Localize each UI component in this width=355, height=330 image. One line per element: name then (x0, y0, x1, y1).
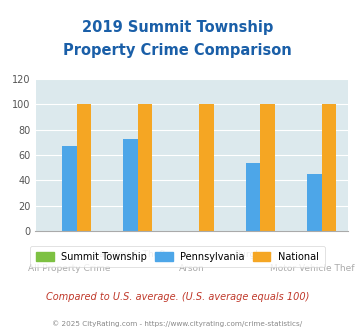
Bar (246, 163, 260, 231)
Text: Larceny & Theft: Larceny & Theft (94, 250, 166, 259)
Text: Compared to U.S. average. (U.S. average equals 100): Compared to U.S. average. (U.S. average … (46, 292, 309, 302)
Text: 2019 Summit Township: 2019 Summit Township (82, 20, 273, 35)
Text: Arson: Arson (179, 264, 204, 273)
Legend: Summit Township, Pennsylvania, National: Summit Township, Pennsylvania, National (30, 246, 325, 267)
Bar (138, 105, 153, 231)
Bar (77, 105, 91, 231)
Bar (322, 105, 336, 231)
Text: All Property Crime: All Property Crime (28, 264, 110, 273)
Bar (199, 105, 214, 231)
Text: © 2025 CityRating.com - https://www.cityrating.com/crime-statistics/: © 2025 CityRating.com - https://www.city… (53, 320, 302, 327)
Text: Burglary: Burglary (234, 250, 272, 259)
Text: Property Crime Comparison: Property Crime Comparison (63, 43, 292, 58)
Bar (307, 174, 322, 231)
Bar (123, 139, 138, 231)
Bar (62, 146, 77, 231)
Text: Motor Vehicle Theft: Motor Vehicle Theft (270, 264, 355, 273)
Bar (260, 105, 275, 231)
